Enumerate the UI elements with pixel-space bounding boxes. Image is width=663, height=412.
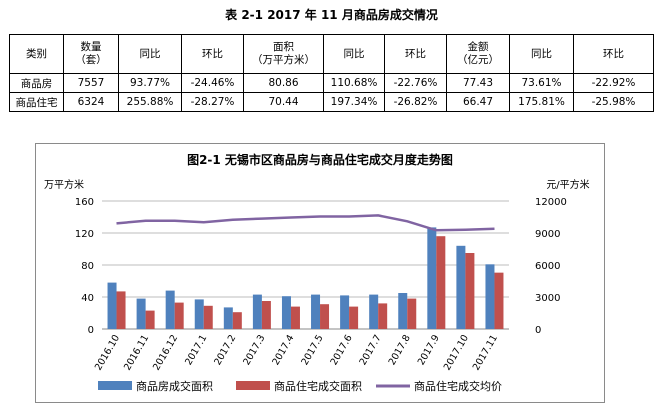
- table-cell: -22.76%: [384, 73, 447, 93]
- header-qty-mom: 环比: [181, 34, 244, 74]
- bar: [456, 245, 466, 329]
- bar: [145, 310, 155, 329]
- table-cell: 110.68%: [323, 73, 385, 93]
- left-tick-label: 40: [81, 293, 94, 304]
- table-cell: 7557: [63, 73, 119, 93]
- stats-table: 类别 数量 （套） 同比 环比 面积 （万平方米） 同比 环比 金额 （亿元） 同比 …: [9, 34, 654, 112]
- x-tick-label: 2017.4: [270, 333, 296, 367]
- table-cell: -26.82%: [384, 92, 447, 112]
- legend-label: 商品住宅成交均价: [414, 379, 502, 393]
- x-tick-label: 2017.1: [183, 333, 209, 367]
- table-cell: 77.43: [446, 73, 510, 93]
- x-tick-label: 2017.8: [387, 333, 413, 367]
- legend-label: 商品住宅成交面积: [274, 379, 362, 393]
- header-amount-mom: 环比: [573, 34, 654, 74]
- bar: [398, 293, 408, 329]
- bar: [320, 304, 330, 329]
- header-quantity: 数量 （套）: [63, 34, 119, 74]
- table-cell: 6324: [63, 92, 119, 112]
- table-cell: 197.34%: [323, 92, 385, 112]
- x-tick-label: 2016.10: [93, 333, 122, 373]
- bar: [281, 296, 291, 329]
- x-tick-label: 2017.3: [241, 333, 267, 367]
- x-tick-label: 2017.6: [329, 333, 355, 367]
- x-tick-label: 2017.11: [471, 333, 500, 373]
- chart-title: 图2-1 无锡市区商品房与商品住宅成交月度走势图: [187, 152, 453, 167]
- bar: [465, 253, 475, 329]
- left-tick-label: 80: [81, 261, 94, 272]
- bar: [290, 306, 300, 329]
- bar: [107, 282, 117, 329]
- header-qty-yoy: 同比: [118, 34, 182, 74]
- bar: [427, 227, 437, 329]
- right-axis-label: 元/平方米: [546, 178, 589, 191]
- bar: [232, 312, 242, 329]
- right-tick-label: 12000: [535, 197, 567, 208]
- legend-swatch: [236, 381, 270, 390]
- bar: [436, 236, 446, 329]
- table-cell: 商品房: [9, 73, 64, 93]
- table-cell: 175.81%: [509, 92, 574, 112]
- x-tick-label: 2017.2: [212, 333, 238, 367]
- table-cell: 93.77%: [118, 73, 182, 93]
- header-area: 面积 （万平方米）: [243, 34, 324, 74]
- header-category: 类别: [9, 34, 64, 74]
- bar: [261, 301, 271, 329]
- bar: [165, 290, 175, 329]
- right-tick-label: 9000: [535, 229, 560, 240]
- legend-swatch: [98, 381, 132, 390]
- table-cell: -24.46%: [181, 73, 244, 93]
- table-cell: 80.86: [243, 73, 324, 93]
- price-line: [116, 214, 495, 232]
- x-tick-label: 2017.7: [358, 333, 384, 367]
- right-tick-label: 3000: [535, 293, 560, 304]
- left-tick-label: 120: [75, 229, 94, 240]
- bar: [223, 307, 233, 329]
- x-tick-label: 2016.12: [151, 333, 180, 373]
- table-cell: 66.47: [446, 92, 510, 112]
- bar: [369, 294, 379, 329]
- bar: [203, 305, 213, 329]
- header-area-mom: 环比: [384, 34, 447, 74]
- x-tick-label: 2017.9: [416, 333, 442, 367]
- bar: [311, 294, 321, 329]
- bar: [407, 298, 417, 329]
- left-tick-label: 160: [75, 197, 94, 208]
- table-header-row: 类别 数量 （套） 同比 环比 面积 （万平方米） 同比 环比 金额 （亿元） 同比 …: [9, 34, 654, 74]
- table-row: 商品住宅 6324 255.88% -28.27% 70.44 197.34% …: [9, 92, 654, 112]
- bar: [494, 272, 504, 329]
- table-cell: 73.61%: [509, 73, 574, 93]
- bar: [340, 295, 350, 329]
- header-area-yoy: 同比: [323, 34, 385, 74]
- bar: [174, 302, 184, 329]
- table-cell: 70.44: [243, 92, 324, 112]
- bar: [378, 303, 388, 329]
- table-cell: -28.27%: [181, 92, 244, 112]
- table-cell: -22.92%: [573, 73, 654, 93]
- legend-label: 商品房成交面积: [136, 379, 213, 393]
- table-cell: 商品住宅: [9, 92, 64, 112]
- x-tick-label: 2017.5: [299, 333, 325, 367]
- header-amount: 金额 （亿元）: [446, 34, 510, 74]
- x-tick-label: 2017.10: [442, 333, 471, 373]
- bar: [485, 264, 495, 329]
- left-axis-label: 万平方米: [44, 178, 84, 191]
- right-tick-label: 0: [535, 325, 541, 336]
- right-tick-label: 6000: [535, 261, 560, 272]
- table-cell: 255.88%: [118, 92, 182, 112]
- bar: [136, 298, 146, 329]
- bar: [349, 306, 359, 329]
- header-amount-yoy: 同比: [509, 34, 574, 74]
- x-tick-label: 2016.11: [122, 333, 151, 373]
- bar: [252, 294, 262, 329]
- table-cell: -25.98%: [573, 92, 654, 112]
- bar: [116, 291, 126, 329]
- left-tick-label: 0: [88, 325, 94, 336]
- table-title: 表 2-1 2017 年 11 月商品房成交情况: [225, 8, 438, 22]
- table-row: 商品房 7557 93.77% -24.46% 80.86 110.68% -2…: [9, 73, 654, 93]
- bar: [194, 299, 204, 329]
- chart-frame: 图2-1 无锡市区商品房与商品住宅成交月度走势图万平方米 元/平方米 0 40 80 12…: [35, 143, 605, 403]
